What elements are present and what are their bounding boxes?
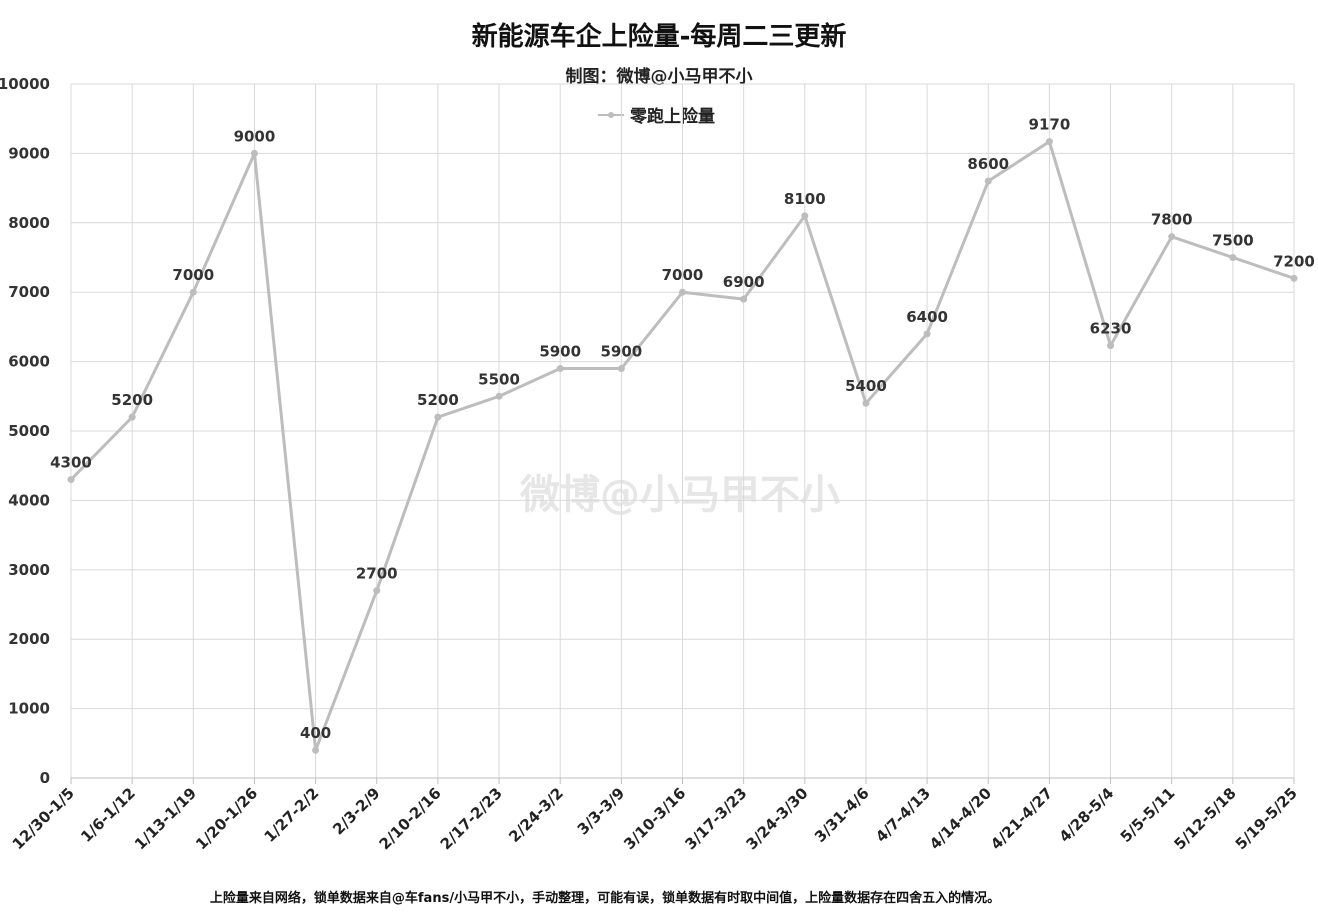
watermark: 微博@小马甲不小 [520, 472, 840, 518]
data-point [250, 149, 258, 157]
x-tick-label: 4/21-4/27 [987, 784, 1056, 853]
data-label: 5400 [845, 377, 887, 395]
data-point [1290, 274, 1298, 282]
data-point [679, 288, 686, 296]
data-label: 5900 [539, 343, 581, 361]
data-label: 400 [300, 724, 331, 742]
data-label: 5900 [600, 343, 642, 361]
chart-subtitle: 制图：微博@小马甲不小 [565, 67, 753, 87]
x-tick-label: 3/31-4/6 [811, 784, 873, 846]
x-tick-label: 2/24-3/2 [505, 784, 567, 846]
x-tick-label: 5/5-5/11 [1117, 784, 1179, 846]
data-point [617, 365, 625, 373]
y-tick-label: 3000 [8, 561, 50, 579]
x-tick-label: 2/17-2/23 [437, 784, 506, 853]
y-tick-label: 8000 [8, 214, 50, 232]
x-tick-label: 4/14-4/20 [926, 784, 995, 853]
data-label: 6900 [723, 273, 765, 291]
data-label: 7000 [662, 266, 704, 284]
chart-title: 新能源车企上险量-每周二三更新 [471, 22, 847, 52]
data-point [1045, 138, 1053, 146]
data-label: 7000 [172, 266, 214, 284]
data-label: 9000 [234, 127, 276, 145]
data-label: 2700 [356, 565, 398, 583]
y-tick-label: 10000 [0, 75, 50, 93]
x-tick-label: 1/13-1/19 [131, 784, 200, 853]
data-point [189, 288, 197, 296]
data-point [495, 392, 503, 400]
data-point [556, 365, 564, 373]
x-tick-label: 1/20-1/26 [192, 784, 261, 853]
data-point [1107, 342, 1115, 350]
data-point [128, 413, 136, 421]
legend-line-icon [598, 108, 624, 122]
data-point [434, 413, 442, 421]
data-point [373, 587, 381, 595]
data-label: 8100 [784, 190, 826, 208]
x-tick-label: 12/30-1/5 [9, 784, 78, 853]
data-label: 6400 [906, 308, 948, 326]
y-tick-label: 0 [40, 769, 50, 787]
x-tick-label: 3/17-3/23 [681, 784, 750, 853]
data-point [1229, 254, 1237, 261]
data-label: 6230 [1090, 320, 1132, 338]
data-label: 8600 [967, 155, 1009, 173]
y-tick-label: 7000 [8, 283, 50, 301]
y-tick-label: 9000 [8, 144, 50, 162]
x-tick-label: 5/19-5/25 [1232, 784, 1301, 853]
data-label: 4300 [50, 454, 92, 472]
x-tick-label: 1/27-2/2 [261, 784, 323, 846]
x-tick-label: 4/28-5/4 [1056, 784, 1118, 846]
legend: 零跑上险量 [598, 102, 715, 127]
data-point [801, 212, 809, 220]
y-tick-label: 5000 [8, 422, 50, 440]
x-tick-label: 2/10-2/16 [376, 784, 445, 853]
data-label: 5200 [417, 391, 459, 409]
data-label: 9170 [1029, 116, 1071, 134]
data-point [862, 399, 870, 407]
data-label: 7200 [1273, 252, 1315, 270]
x-tick-label: 4/7-4/13 [872, 784, 934, 846]
x-tick-label: 1/6-1/12 [77, 784, 139, 846]
data-point [312, 746, 320, 754]
data-label: 7800 [1151, 211, 1193, 229]
data-point [67, 476, 75, 484]
data-point [740, 295, 748, 303]
x-tick-label: 2/3-2/9 [329, 784, 383, 838]
x-tick-label: 3/24-3/30 [742, 784, 811, 853]
x-tick-label: 3/10-3/16 [620, 784, 689, 853]
data-label: 7500 [1212, 232, 1254, 250]
x-tick-label: 5/12-5/18 [1171, 784, 1240, 853]
data-label: 5500 [478, 370, 520, 388]
legend-label: 零跑上险量 [630, 107, 715, 127]
data-point [984, 177, 992, 185]
data-label: 5200 [111, 391, 153, 409]
x-tick-label: 3/3-3/9 [574, 784, 628, 838]
y-tick-label: 2000 [8, 630, 50, 648]
data-point [923, 330, 931, 338]
y-tick-label: 6000 [8, 353, 50, 371]
y-tick-label: 1000 [8, 700, 50, 718]
footnote: 上险量来自网络，锁单数据来自@车fans/小马甲不小，手动整理，可能有误，锁单数… [209, 891, 1001, 906]
y-tick-label: 4000 [8, 491, 50, 509]
data-point [1168, 233, 1176, 241]
